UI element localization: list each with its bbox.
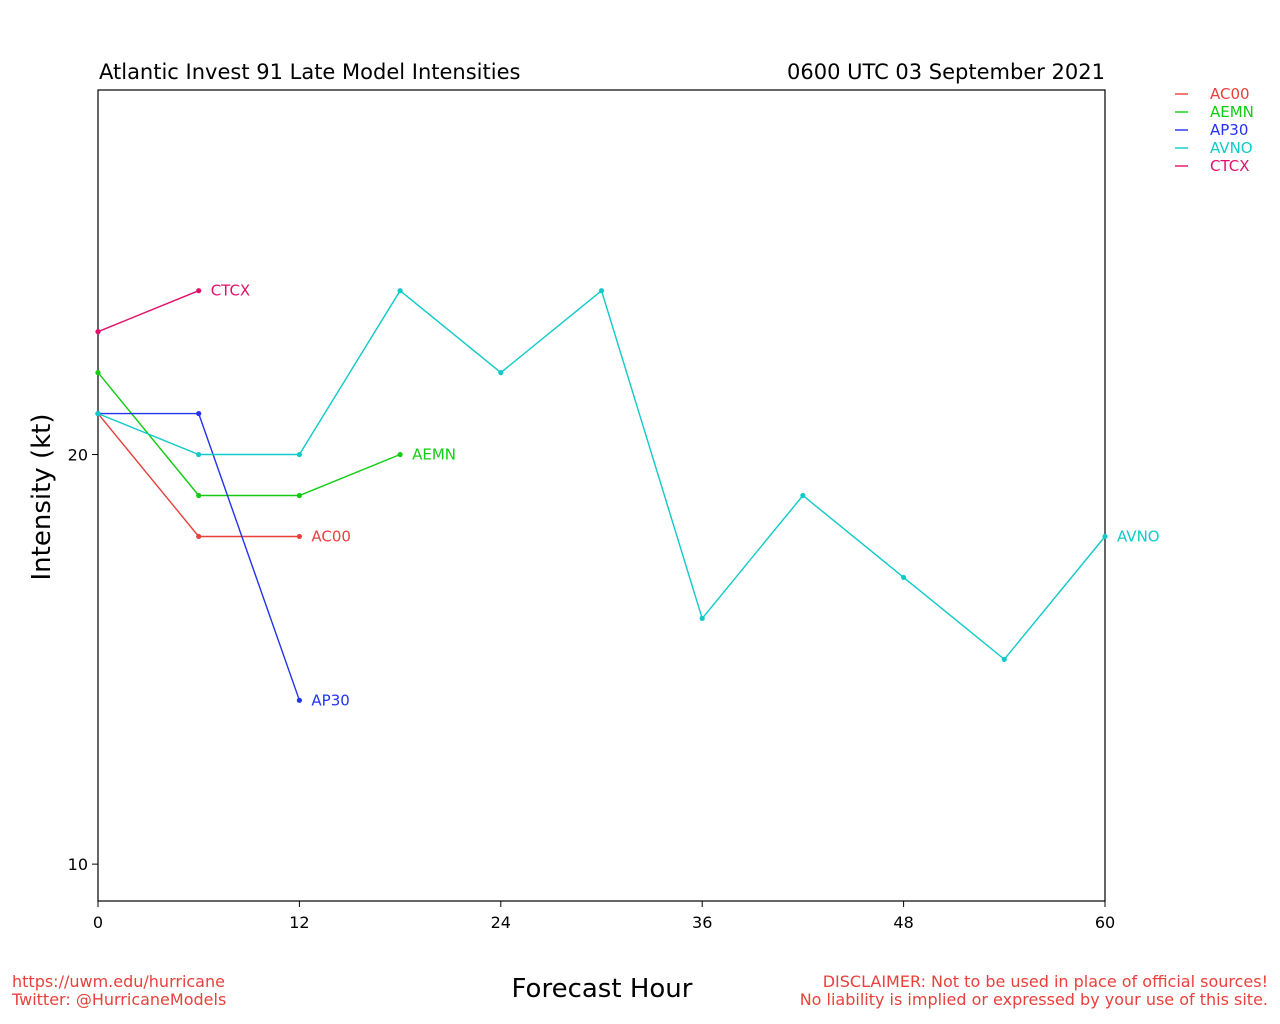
data-point-avno (196, 451, 202, 458)
legend-label-aemn: AEMN (1210, 103, 1254, 121)
y-tick-label: 20 (68, 446, 88, 465)
series-end-label-ac00: AC00 (311, 527, 351, 545)
series-ap30: AP30 (95, 410, 350, 709)
x-tick-label: 24 (491, 913, 511, 932)
data-point-aemn (196, 492, 202, 499)
data-point-avno (699, 615, 705, 621)
data-point-avno (1102, 533, 1108, 540)
x-tick-label: 0 (93, 913, 103, 932)
x-tick-label: 60 (1095, 913, 1115, 932)
footer-credits: https://uwm.edu/hurricane Twitter: @Hurr… (12, 973, 226, 1009)
legend-label-ctcx: CTCX (1210, 157, 1250, 175)
data-point-ac00 (196, 533, 202, 540)
x-tick-label: 12 (289, 913, 309, 932)
x-tick-label: 36 (692, 913, 712, 932)
data-point-aemn (397, 451, 403, 458)
series-line-ctcx (97, 290, 199, 333)
y-axis-ticks: 10 20 (68, 446, 98, 874)
data-point-avno (95, 410, 101, 417)
data-point-aemn (296, 492, 302, 499)
series-line-avno (97, 289, 1106, 661)
legend-label-avno: AVNO (1210, 139, 1253, 157)
data-point-avno (800, 492, 806, 499)
footer-url-link[interactable]: https://uwm.edu/hurricane (12, 972, 225, 991)
data-point-avno (598, 288, 605, 294)
series-line-ac00 (97, 413, 300, 538)
series-line-aemn (97, 372, 401, 497)
disclaimer-line-1: DISCLAIMER: Not to be used in place of o… (822, 972, 1268, 991)
series-end-label-ctcx: CTCX (211, 282, 251, 300)
series-ac00: AC00 (95, 410, 351, 545)
data-point-ap30 (296, 697, 302, 703)
footer-twitter: Twitter: @HurricaneModels (12, 990, 227, 1009)
legend-label-ap30: AP30 (1210, 121, 1248, 139)
x-axis-ticks: 0 12 24 36 48 60 (93, 901, 1115, 932)
series-avno: AVNO (95, 288, 1160, 662)
series-end-label-aemn: AEMN (412, 446, 456, 464)
series-end-label-ap30: AP30 (311, 691, 349, 709)
data-point-ctcx (95, 329, 101, 335)
x-tick-label: 48 (893, 913, 913, 932)
data-point-avno (397, 288, 403, 294)
series-end-label-avno: AVNO (1117, 527, 1160, 545)
data-point-avno (1001, 656, 1007, 662)
chart-title: Atlantic Invest 91 Late Model Intensitie… (99, 60, 520, 84)
data-point-ap30 (196, 410, 202, 417)
data-point-avno (498, 370, 504, 376)
chart-subtitle: 0600 UTC 03 September 2021 (787, 60, 1105, 84)
x-axis-label: Forecast Hour (512, 974, 693, 1004)
data-point-avno (901, 574, 907, 581)
legend-label-ac00: AC00 (1210, 85, 1250, 103)
series-ctcx: CTCX (95, 282, 250, 335)
data-point-ctcx (196, 288, 202, 294)
data-point-avno (296, 451, 302, 458)
y-tick-label: 10 (68, 855, 88, 874)
plot-frame (97, 89, 1106, 902)
footer-disclaimer: DISCLAIMER: Not to be used in place of o… (800, 973, 1268, 1009)
disclaimer-line-2: No liability is implied or expressed by … (799, 990, 1268, 1009)
y-axis-label: Intensity (kt) (27, 414, 57, 581)
data-point-aemn (95, 370, 101, 376)
series-group: AC00 AEMN AP30 AVNO CTCX (95, 282, 1160, 709)
data-point-ac00 (296, 533, 302, 540)
